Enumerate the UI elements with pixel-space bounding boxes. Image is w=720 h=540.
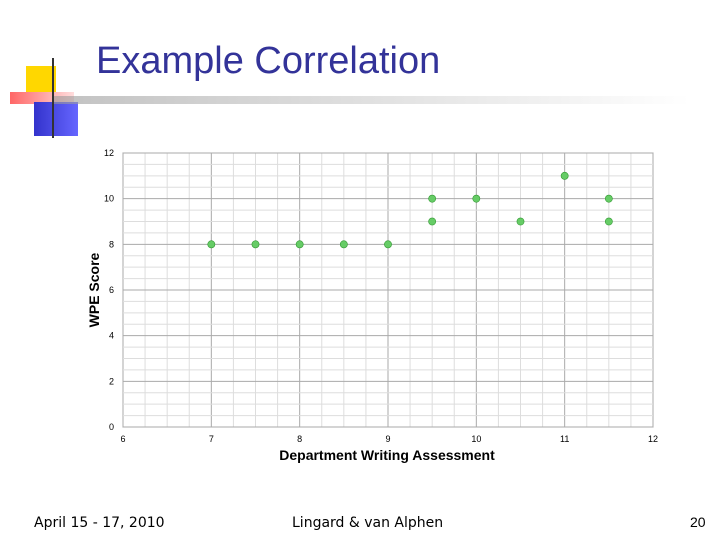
data-point bbox=[428, 217, 437, 226]
x-tick-label: 8 bbox=[297, 434, 302, 444]
y-tick-label: 0 bbox=[109, 422, 114, 432]
data-point bbox=[295, 240, 304, 249]
x-tick-label: 12 bbox=[648, 434, 658, 444]
x-tick-label: 6 bbox=[120, 434, 125, 444]
data-point-marker bbox=[428, 194, 437, 203]
deco-horizontal-rule bbox=[54, 96, 690, 104]
data-point-marker bbox=[339, 240, 348, 249]
y-tick-label: 12 bbox=[104, 148, 114, 158]
x-tick-label: 9 bbox=[385, 434, 390, 444]
page-number: 20 bbox=[690, 514, 706, 530]
data-point bbox=[560, 171, 569, 180]
y-tick-label: 6 bbox=[109, 285, 114, 295]
data-point bbox=[384, 240, 392, 249]
data-point-marker bbox=[604, 217, 613, 226]
grid-layer bbox=[122, 152, 654, 428]
y-tick-label: 10 bbox=[104, 194, 114, 204]
x-tick-label: 7 bbox=[209, 434, 214, 444]
data-point-marker bbox=[604, 194, 613, 203]
x-axis-label: Department Writing Assessment bbox=[279, 447, 495, 463]
data-point bbox=[339, 240, 348, 249]
data-point-marker bbox=[516, 217, 525, 226]
footer-date: April 15 - 17, 2010 bbox=[34, 515, 165, 531]
data-point-marker bbox=[295, 240, 304, 249]
y-axis-label: WPE Score bbox=[86, 252, 102, 327]
point-layer bbox=[207, 171, 613, 249]
data-point-marker bbox=[207, 240, 216, 249]
deco-yellow-square bbox=[26, 66, 56, 96]
axis-layer: 0 2 4 6 8 10 12 6 7 8 9 10 11 12 bbox=[104, 148, 658, 444]
y-tick-label: 2 bbox=[109, 376, 114, 386]
data-point bbox=[604, 217, 613, 226]
data-point bbox=[428, 194, 437, 203]
data-point bbox=[604, 194, 613, 203]
data-point bbox=[207, 240, 216, 249]
deco-vertical-line bbox=[52, 58, 54, 138]
data-point-marker bbox=[251, 240, 260, 249]
y-tick-label: 4 bbox=[109, 331, 114, 341]
data-point bbox=[516, 217, 525, 226]
data-point bbox=[251, 240, 260, 249]
data-point-marker bbox=[472, 194, 481, 203]
deco-blue-square bbox=[34, 102, 78, 136]
x-tick-label: 11 bbox=[560, 434, 569, 444]
footer-authors: Lingard & van Alphen bbox=[292, 515, 444, 531]
data-point-marker bbox=[428, 217, 437, 226]
x-tick-label: 10 bbox=[471, 434, 481, 444]
y-tick-label: 8 bbox=[109, 239, 114, 249]
page-title: Example Correlation bbox=[96, 40, 441, 82]
data-point-marker bbox=[560, 171, 569, 180]
data-point-marker bbox=[384, 240, 392, 249]
data-point bbox=[472, 194, 481, 203]
